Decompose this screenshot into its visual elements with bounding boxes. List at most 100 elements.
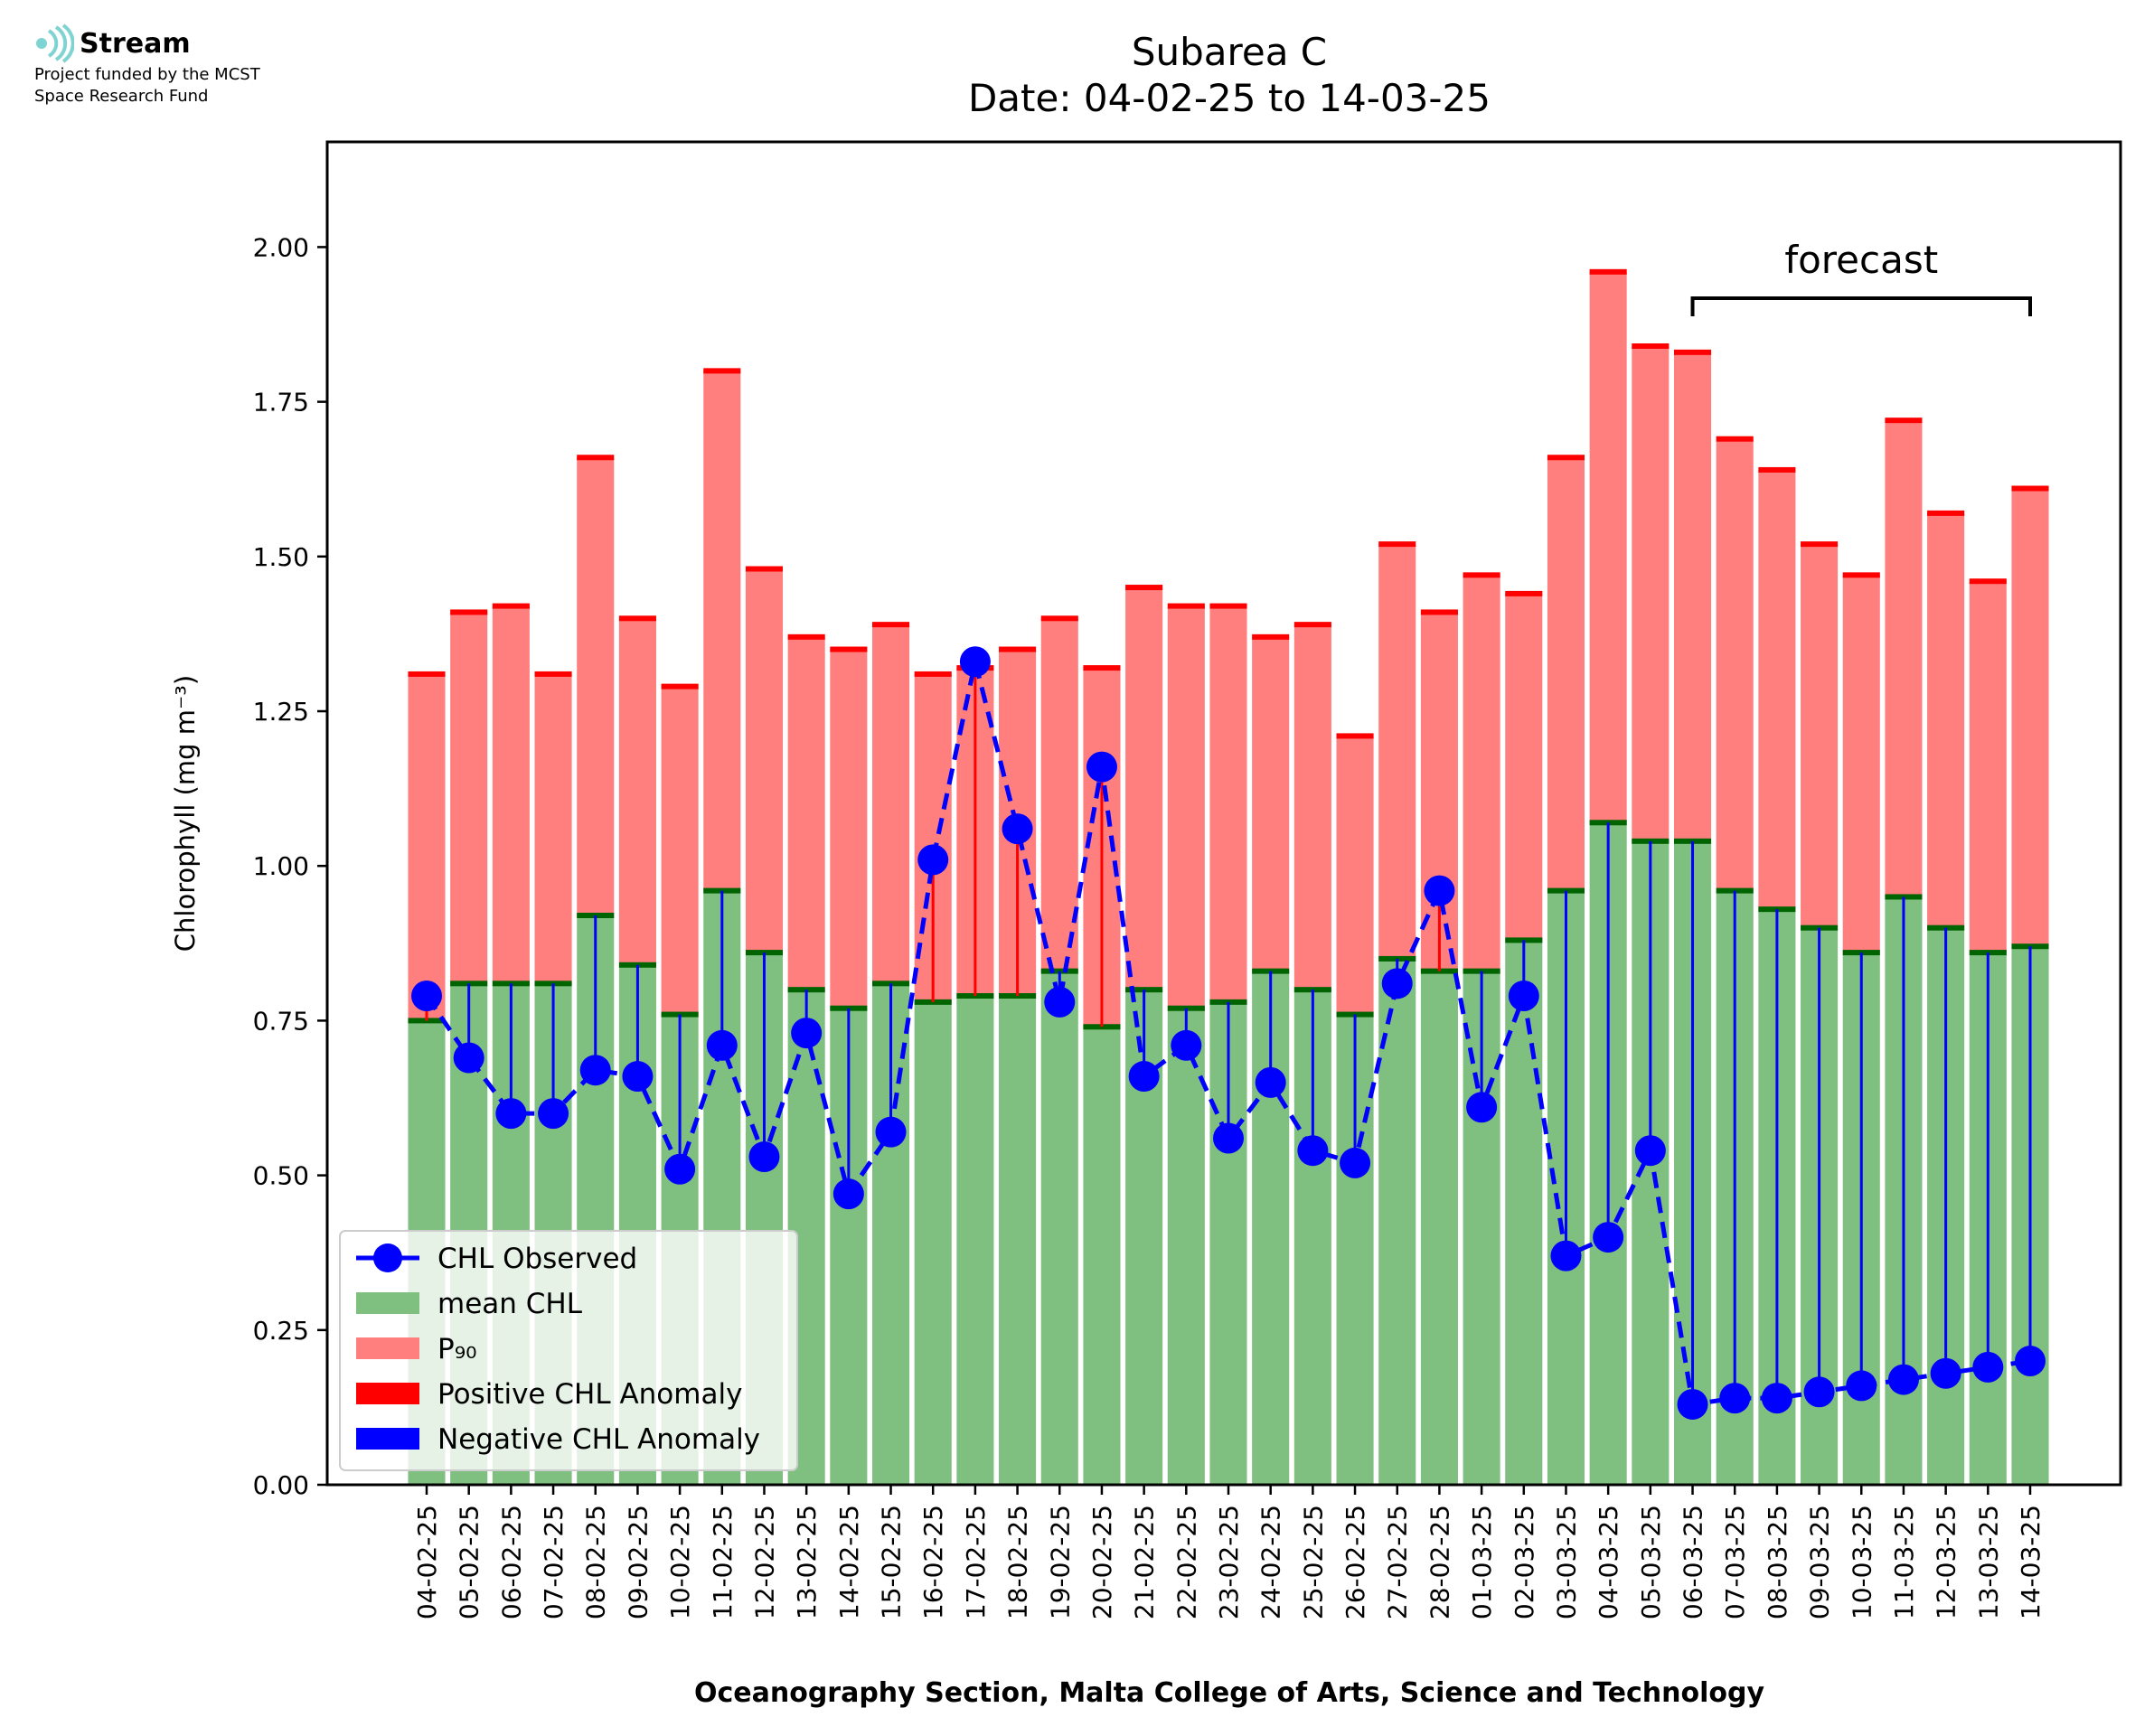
- chart-subtitle: Date: 04-02-25 to 14-03-25: [968, 76, 1491, 120]
- p90-cap: [1420, 609, 1458, 615]
- mean-bar: [1167, 1008, 1205, 1485]
- p90-cap: [830, 646, 868, 652]
- observed-point: [875, 1116, 907, 1148]
- p90-cap: [1547, 455, 1585, 461]
- mean-bar: [1420, 971, 1458, 1485]
- observed-point: [411, 981, 442, 1012]
- x-tick-label: 24-02-25: [1256, 1505, 1286, 1619]
- x-tick-label: 05-03-25: [1636, 1505, 1666, 1619]
- legend-label: Negative CHL Anomaly: [437, 1423, 760, 1456]
- observed-point: [1593, 1222, 1624, 1253]
- p90-bar: [871, 624, 910, 984]
- p90-bar: [1673, 352, 1712, 841]
- p90-cap: [1125, 585, 1163, 591]
- observed-point: [2015, 1346, 2046, 1377]
- p90-bar: [1801, 544, 1839, 928]
- observed-point: [706, 1029, 738, 1061]
- p90-bar: [492, 605, 530, 984]
- x-tick-label: 19-02-25: [1045, 1505, 1075, 1619]
- p90-cap: [871, 622, 910, 628]
- legend-label: P₉₀: [437, 1333, 477, 1365]
- p90-bar: [1040, 618, 1078, 971]
- x-tick-label: 14-02-25: [834, 1505, 864, 1619]
- y-tick-label: 2.00: [253, 232, 309, 262]
- observed-point: [1550, 1240, 1582, 1272]
- p90-bar: [1589, 271, 1627, 823]
- p90-bar: [1336, 736, 1374, 1015]
- observed-point: [453, 1042, 484, 1074]
- x-tick-label: 04-02-25: [412, 1505, 442, 1619]
- mean-bar: [1378, 958, 1416, 1485]
- mean-bar: [1040, 971, 1078, 1485]
- logo-caption-line2: Space Research Fund: [34, 87, 209, 106]
- observed-point: [832, 1178, 864, 1210]
- x-tick-label: 13-03-25: [1973, 1505, 2003, 1619]
- forecast-bracket: [1690, 296, 2032, 316]
- observed-point: [1044, 986, 1076, 1018]
- p90-bar: [1632, 345, 1670, 841]
- y-tick-label: 1.25: [253, 697, 309, 727]
- p90-cap: [661, 683, 699, 690]
- x-tick-label: 09-03-25: [1805, 1505, 1835, 1619]
- p90-bar: [1125, 587, 1163, 990]
- x-tick-label: 23-02-25: [1214, 1505, 1244, 1619]
- observed-point: [1761, 1383, 1792, 1414]
- p90-bar: [1969, 581, 2007, 953]
- x-tick-label: 16-02-25: [918, 1505, 948, 1619]
- forecast-label: forecast: [1784, 238, 1938, 282]
- observed-point: [1634, 1135, 1666, 1167]
- observed-point: [1340, 1147, 1371, 1178]
- y-tick-label: 0.25: [253, 1316, 309, 1346]
- p90-bar: [1716, 438, 1754, 891]
- p90-bar: [1252, 636, 1290, 971]
- p90-cap: [1632, 343, 1670, 349]
- p90-bar: [408, 673, 446, 1021]
- p90-cap: [1040, 615, 1078, 622]
- observed-point: [495, 1098, 527, 1130]
- p90-bar: [1293, 624, 1331, 990]
- plot-frame: [325, 140, 2122, 1487]
- observed-point: [1002, 813, 1033, 845]
- observed-point: [748, 1141, 780, 1173]
- p90-bar: [703, 371, 741, 891]
- y-tick-label: 0.00: [253, 1470, 309, 1500]
- p90-cap: [492, 603, 530, 609]
- p90-cap: [1167, 603, 1205, 609]
- forecast-annotation-group: forecast: [1690, 238, 2032, 316]
- p90-cap: [914, 671, 952, 677]
- p90-cap: [1758, 466, 1796, 473]
- observed-point: [1213, 1122, 1244, 1154]
- x-tick-label: 22-02-25: [1171, 1505, 1201, 1619]
- p90-bar: [1167, 605, 1205, 1009]
- y-axis-label: Chlorophyll (mg m⁻³): [170, 675, 201, 952]
- x-tick-label: 21-02-25: [1130, 1505, 1160, 1619]
- observed-series-group: [411, 646, 2046, 1420]
- stream-logo: Stream Project funded by the MCST Space …: [34, 23, 260, 107]
- x-tick-label: 04-03-25: [1594, 1505, 1623, 1619]
- p90-cap: [1969, 578, 2007, 585]
- x-tick-label: 25-02-25: [1298, 1505, 1328, 1619]
- y-tick-label: 0.75: [253, 1006, 309, 1036]
- mean-bar: [1083, 1027, 1121, 1485]
- observed-point: [1381, 968, 1413, 999]
- legend-patch: [356, 1337, 419, 1359]
- legend-label: mean CHL: [437, 1288, 583, 1320]
- observed-point: [1128, 1061, 1160, 1093]
- mean-bar: [1505, 940, 1543, 1485]
- x-tick-label: 05-02-25: [455, 1505, 484, 1619]
- legend: CHL Observed mean CHL P₉₀ Positive CHL Anom…: [339, 1230, 798, 1471]
- x-tick-label: 11-02-25: [708, 1505, 738, 1619]
- x-tick-label: 08-03-25: [1763, 1505, 1792, 1619]
- observed-point: [1466, 1092, 1498, 1123]
- p90-bar: [2011, 488, 2049, 947]
- p90-cap: [2011, 485, 2049, 492]
- x-tick-label: 01-03-25: [1467, 1505, 1497, 1619]
- legend-patch: [356, 1383, 419, 1404]
- legend-box: [339, 1230, 798, 1471]
- mean-bar: [914, 1001, 952, 1485]
- stream-logo-icon: [36, 23, 74, 63]
- x-tick-label: 12-02-25: [749, 1505, 779, 1619]
- observed-point: [622, 1061, 654, 1093]
- p90-cap: [1083, 665, 1121, 671]
- p90-cap: [1378, 541, 1416, 548]
